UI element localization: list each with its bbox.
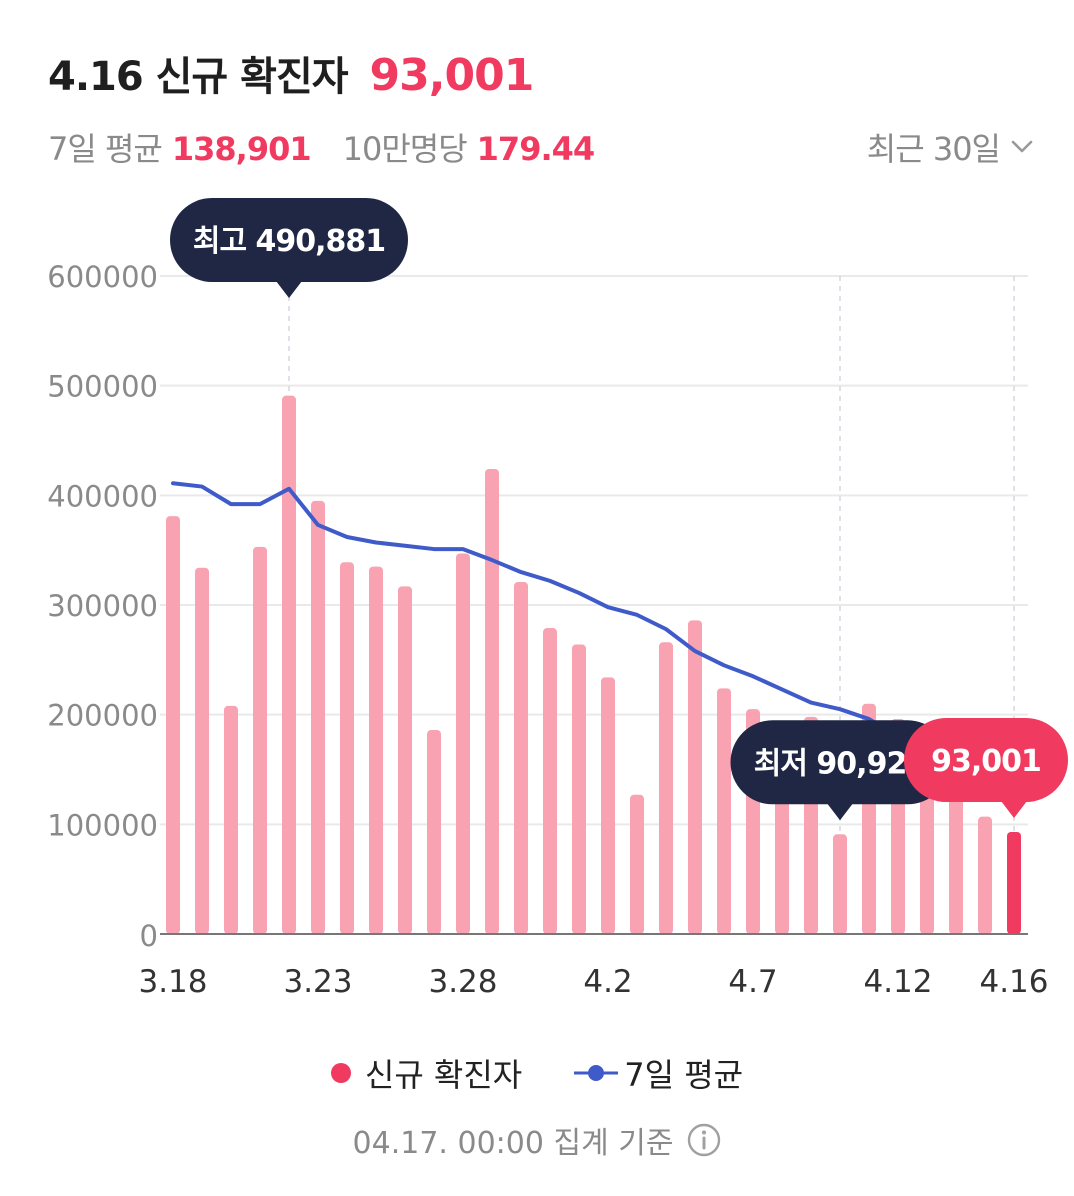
tooltip-pointer bbox=[276, 281, 302, 298]
per100k-label: 10만명당 bbox=[342, 130, 468, 168]
tooltip-max: 최고 490,881 bbox=[170, 198, 408, 298]
tooltip-pointer bbox=[1001, 801, 1027, 819]
bar-3.20 bbox=[224, 705, 238, 934]
bar-3.31 bbox=[543, 628, 557, 934]
bar-3.26 bbox=[398, 586, 412, 934]
tooltip-label: 93,001 bbox=[931, 744, 1041, 779]
y-tick-label: 0 bbox=[140, 919, 158, 953]
x-tick-label: 4.2 bbox=[583, 964, 632, 1000]
y-tick-label: 600000 bbox=[47, 260, 158, 294]
x-tick-label: 4.16 bbox=[979, 964, 1048, 1000]
tooltip-bubble bbox=[170, 198, 408, 282]
y-tick-label: 300000 bbox=[47, 589, 158, 623]
x-tick-label: 3.18 bbox=[138, 964, 207, 1000]
y-tick-label: 400000 bbox=[47, 479, 158, 513]
bar-3.24 bbox=[340, 562, 354, 934]
avg-label: 7일 평균 bbox=[48, 130, 163, 168]
bar-4.14 bbox=[949, 796, 963, 934]
legend-dot-icon bbox=[330, 1063, 351, 1083]
bar-4.3 bbox=[630, 794, 644, 934]
header-title-row: 4.16 신규 확진자 93,001 bbox=[48, 44, 535, 102]
x-tick-label: 3.28 bbox=[428, 964, 497, 1000]
footer-timestamp: 04.17. 00:00 집계 기준 bbox=[352, 1126, 674, 1161]
tooltip-bubble bbox=[730, 720, 950, 805]
y-tick-label: 200000 bbox=[47, 699, 158, 733]
tooltip-latest: 93,001 bbox=[904, 718, 1068, 819]
range-dropdown[interactable]: 최근 30일 bbox=[867, 124, 1034, 170]
footer: 04.17. 00:00 집계 기준 bbox=[0, 1118, 1074, 1162]
bar-4.13 bbox=[920, 770, 934, 934]
tooltip-bubble bbox=[904, 718, 1068, 803]
bar-4.1 bbox=[572, 644, 586, 934]
page-title: 4.16 신규 확진자 bbox=[48, 54, 349, 100]
legend-item-7day-avg: 7일 평균 bbox=[574, 1050, 743, 1096]
tooltip-label: 최저 90,928 bbox=[754, 746, 927, 781]
new-cases-value: 93,001 bbox=[369, 50, 535, 101]
bar-4.5 bbox=[688, 620, 702, 934]
bar-3.21 bbox=[253, 546, 267, 934]
bar-3.23 bbox=[311, 500, 325, 934]
tooltip-label: 최고 490,881 bbox=[193, 224, 385, 259]
x-tick-label: 4.7 bbox=[728, 964, 777, 1000]
bar-3.19 bbox=[195, 567, 209, 934]
chart-legend: 신규 확진자 7일 평균 bbox=[0, 1050, 1074, 1096]
x-tick-label: 3.23 bbox=[283, 964, 352, 1000]
bar-3.30 bbox=[514, 581, 528, 934]
legend-label-new-cases: 신규 확진자 bbox=[364, 1056, 523, 1094]
bar-3.25 bbox=[369, 566, 383, 934]
per100k-value: 179.44 bbox=[476, 130, 595, 168]
tooltip-pointer bbox=[827, 803, 853, 821]
bar-3.28 bbox=[456, 553, 470, 934]
bar-4.6 bbox=[717, 688, 731, 934]
legend-item-new-cases: 신규 확진자 bbox=[330, 1050, 523, 1096]
cases-chart: 600000 500000 400000 300000 200000 100000 0 3.1… bbox=[47, 198, 1068, 1000]
chevron-down-icon bbox=[1011, 140, 1033, 153]
bar-3.22 bbox=[282, 395, 296, 934]
bar-4.15 bbox=[978, 816, 992, 934]
tooltip-min: 최저 90,928 bbox=[730, 720, 950, 821]
bar-4.10 bbox=[833, 834, 847, 934]
bar-4.4 bbox=[659, 642, 673, 934]
bar-3.27 bbox=[427, 730, 441, 934]
avg-value: 138,901 bbox=[171, 130, 312, 168]
y-tick-label: 500000 bbox=[47, 370, 158, 404]
range-label: 최근 30일 bbox=[866, 130, 1001, 168]
x-tick-label: 4.12 bbox=[863, 964, 932, 1000]
header-stats-row: 7일 평균 138,901 10만명당 179.44 bbox=[48, 124, 595, 170]
bar-3.29 bbox=[485, 469, 499, 934]
legend-label-7day-avg: 7일 평균 bbox=[624, 1056, 744, 1094]
bar-4.16 bbox=[1007, 832, 1021, 934]
legend-line-icon bbox=[574, 1065, 619, 1081]
y-tick-label: 100000 bbox=[47, 808, 158, 842]
bar-4.2 bbox=[601, 677, 615, 934]
bar-3.18 bbox=[166, 516, 180, 934]
info-icon[interactable] bbox=[687, 1123, 721, 1157]
